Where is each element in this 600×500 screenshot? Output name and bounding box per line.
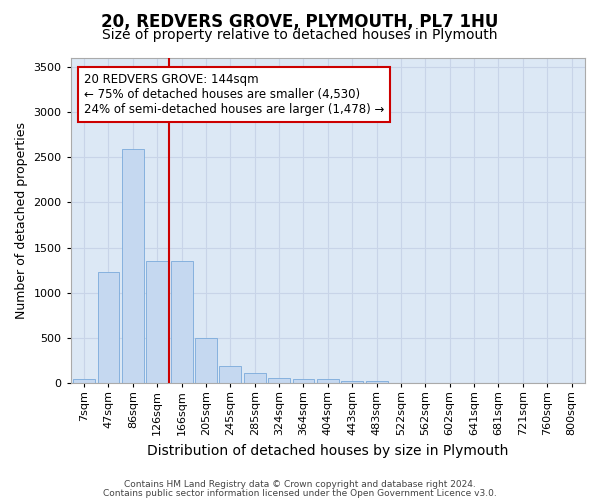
- Bar: [244, 374, 266, 383]
- Text: Contains HM Land Registry data © Crown copyright and database right 2024.: Contains HM Land Registry data © Crown c…: [124, 480, 476, 489]
- Bar: [341, 380, 363, 383]
- Text: Size of property relative to detached houses in Plymouth: Size of property relative to detached ho…: [102, 28, 498, 42]
- Bar: [122, 149, 144, 383]
- Bar: [73, 378, 95, 383]
- Bar: [98, 272, 119, 383]
- Text: 20, REDVERS GROVE, PLYMOUTH, PL7 1HU: 20, REDVERS GROVE, PLYMOUTH, PL7 1HU: [101, 12, 499, 30]
- Bar: [220, 366, 241, 383]
- X-axis label: Distribution of detached houses by size in Plymouth: Distribution of detached houses by size …: [147, 444, 509, 458]
- Text: 20 REDVERS GROVE: 144sqm
← 75% of detached houses are smaller (4,530)
24% of sem: 20 REDVERS GROVE: 144sqm ← 75% of detach…: [84, 73, 385, 116]
- Bar: [293, 378, 314, 383]
- Bar: [317, 378, 339, 383]
- Y-axis label: Number of detached properties: Number of detached properties: [15, 122, 28, 319]
- Bar: [146, 261, 168, 383]
- Bar: [268, 378, 290, 383]
- Bar: [195, 338, 217, 383]
- Text: Contains public sector information licensed under the Open Government Licence v3: Contains public sector information licen…: [103, 489, 497, 498]
- Bar: [170, 261, 193, 383]
- Bar: [365, 381, 388, 383]
